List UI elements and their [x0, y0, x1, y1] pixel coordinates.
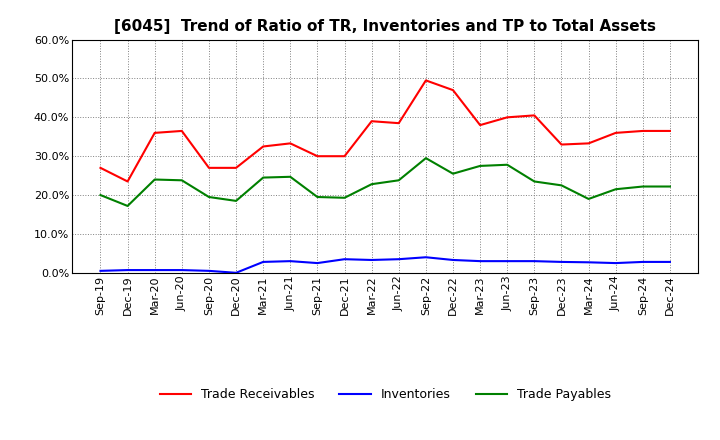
Trade Receivables: [313, 154, 322, 159]
Trade Receivables: [449, 88, 457, 93]
Trade Receivables: [421, 78, 430, 83]
Trade Payables: [530, 179, 539, 184]
Inventories: [341, 257, 349, 262]
Trade Receivables: [665, 128, 674, 134]
Trade Receivables: [503, 115, 511, 120]
Trade Receivables: [341, 154, 349, 159]
Inventories: [449, 257, 457, 263]
Inventories: [476, 258, 485, 264]
Trade Payables: [395, 178, 403, 183]
Trade Receivables: [367, 118, 376, 124]
Trade Receivables: [150, 130, 159, 136]
Inventories: [123, 268, 132, 273]
Legend: Trade Receivables, Inventories, Trade Payables: Trade Receivables, Inventories, Trade Pa…: [155, 384, 616, 407]
Inventories: [367, 257, 376, 263]
Inventories: [665, 259, 674, 264]
Inventories: [611, 260, 620, 266]
Line: Inventories: Inventories: [101, 257, 670, 273]
Trade Payables: [449, 171, 457, 176]
Trade Receivables: [178, 128, 186, 134]
Trade Receivables: [232, 165, 240, 170]
Trade Payables: [476, 163, 485, 169]
Inventories: [150, 268, 159, 273]
Trade Receivables: [639, 128, 647, 134]
Trade Receivables: [395, 121, 403, 126]
Trade Payables: [639, 184, 647, 189]
Trade Payables: [665, 184, 674, 189]
Trade Payables: [341, 195, 349, 201]
Trade Receivables: [476, 122, 485, 128]
Trade Receivables: [96, 165, 105, 170]
Trade Receivables: [286, 141, 294, 146]
Trade Payables: [557, 183, 566, 188]
Inventories: [313, 260, 322, 266]
Trade Payables: [584, 196, 593, 202]
Inventories: [503, 258, 511, 264]
Title: [6045]  Trend of Ratio of TR, Inventories and TP to Total Assets: [6045] Trend of Ratio of TR, Inventories…: [114, 19, 656, 34]
Trade Receivables: [530, 113, 539, 118]
Trade Payables: [503, 162, 511, 167]
Trade Payables: [421, 155, 430, 161]
Trade Payables: [313, 194, 322, 200]
Inventories: [530, 258, 539, 264]
Trade Receivables: [259, 144, 268, 149]
Inventories: [557, 259, 566, 264]
Line: Trade Receivables: Trade Receivables: [101, 81, 670, 181]
Inventories: [395, 257, 403, 262]
Inventories: [232, 270, 240, 275]
Trade Payables: [286, 174, 294, 180]
Inventories: [96, 268, 105, 274]
Trade Payables: [259, 175, 268, 180]
Trade Receivables: [584, 141, 593, 146]
Inventories: [178, 268, 186, 273]
Trade Payables: [123, 203, 132, 209]
Trade Receivables: [204, 165, 213, 170]
Trade Payables: [178, 178, 186, 183]
Inventories: [584, 260, 593, 265]
Inventories: [639, 259, 647, 264]
Inventories: [421, 255, 430, 260]
Trade Payables: [150, 177, 159, 182]
Trade Payables: [204, 194, 213, 200]
Inventories: [259, 259, 268, 264]
Trade Receivables: [557, 142, 566, 147]
Trade Payables: [96, 192, 105, 198]
Inventories: [204, 268, 213, 274]
Line: Trade Payables: Trade Payables: [101, 158, 670, 206]
Trade Payables: [232, 198, 240, 204]
Trade Receivables: [123, 179, 132, 184]
Trade Payables: [367, 182, 376, 187]
Inventories: [286, 258, 294, 264]
Trade Payables: [611, 187, 620, 192]
Trade Receivables: [611, 130, 620, 136]
